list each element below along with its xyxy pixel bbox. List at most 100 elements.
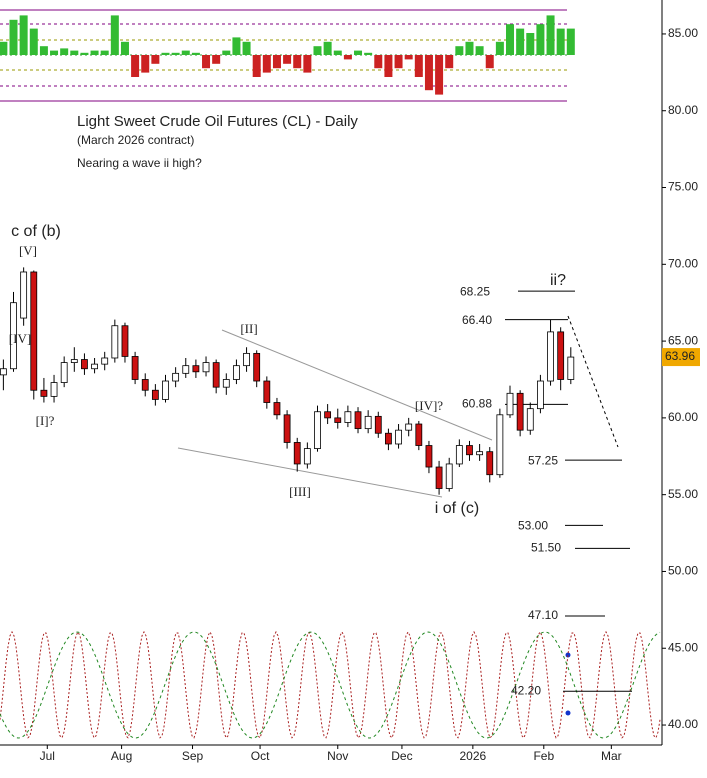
oscillator-bar bbox=[465, 41, 474, 55]
candle-body bbox=[253, 352, 261, 382]
candle-body bbox=[212, 362, 220, 388]
candle-body bbox=[334, 417, 342, 423]
level-label: 42.20 bbox=[511, 683, 541, 697]
x-tick-label: Feb bbox=[533, 749, 554, 763]
level-label: 68.25 bbox=[460, 284, 490, 298]
wave-label: [III] bbox=[289, 484, 311, 499]
candle-body bbox=[20, 271, 28, 319]
trendline bbox=[177, 447, 443, 498]
oscillator-bar bbox=[19, 15, 28, 55]
level-label: 53.00 bbox=[518, 519, 548, 533]
candle-body bbox=[141, 379, 149, 391]
chart-subtitle: (March 2026 contract) bbox=[77, 133, 194, 147]
oscillator-bar bbox=[191, 52, 200, 55]
candle-body bbox=[40, 389, 48, 397]
oscillator-bar bbox=[455, 46, 464, 55]
y-tick-label: 80.00 bbox=[668, 103, 698, 117]
oscillator-bar bbox=[536, 24, 545, 55]
chart-title: Light Sweet Crude Oil Futures (CL) - Dai… bbox=[77, 113, 358, 130]
wave-label: [I]? bbox=[36, 413, 55, 428]
oscillator-bar bbox=[110, 15, 119, 55]
oscillator-bar bbox=[516, 28, 525, 55]
oscillator-bar bbox=[556, 28, 565, 55]
oscillator-bar bbox=[506, 24, 515, 55]
candle-body bbox=[0, 368, 7, 376]
x-tick-label: Dec bbox=[391, 749, 412, 763]
x-tick-label: Nov bbox=[327, 749, 348, 763]
oscillator-bar bbox=[252, 55, 261, 77]
x-tick-label: 2026 bbox=[460, 749, 487, 763]
oscillator-bar bbox=[242, 41, 251, 55]
oscillator-bar bbox=[384, 55, 393, 77]
oscillator-bar bbox=[424, 55, 433, 91]
oscillator-bar bbox=[323, 41, 332, 55]
candle-body bbox=[293, 442, 301, 465]
candle-body bbox=[60, 362, 68, 383]
cycle-wave bbox=[0, 631, 661, 739]
level-label: 47.10 bbox=[528, 608, 558, 622]
oscillator-frame bbox=[0, 9, 567, 102]
candle-body bbox=[233, 365, 240, 380]
oscillator-bar bbox=[171, 52, 180, 55]
y-tick-label: 75.00 bbox=[668, 180, 698, 194]
wave-label: ii? bbox=[550, 272, 566, 289]
cycle-dot bbox=[565, 652, 571, 658]
trendline bbox=[221, 329, 493, 441]
oscillator-bar bbox=[394, 55, 403, 69]
oscillator-bar bbox=[80, 52, 89, 55]
wave-label: i of (c) bbox=[435, 500, 479, 517]
chart-annotation: Nearing a wave ii high? bbox=[77, 156, 202, 170]
y-tick-label: 85.00 bbox=[668, 26, 698, 40]
last-price-box bbox=[662, 348, 700, 367]
x-tick-label: Sep bbox=[182, 749, 204, 763]
candle-body bbox=[111, 325, 119, 359]
candle-body bbox=[354, 411, 362, 430]
oscillator-bar bbox=[343, 55, 352, 60]
oscillator-bar bbox=[303, 55, 312, 73]
candle-body bbox=[466, 445, 473, 456]
y-tick-label: 50.00 bbox=[668, 564, 698, 578]
candle-body bbox=[415, 423, 423, 446]
projection-line bbox=[567, 315, 619, 448]
oscillator-bar bbox=[9, 19, 18, 55]
candle-body bbox=[537, 380, 544, 410]
candle-body bbox=[91, 363, 98, 370]
candle-body bbox=[131, 356, 139, 380]
candle-body bbox=[557, 331, 565, 380]
oscillator-bar bbox=[414, 55, 423, 77]
oscillator-bar bbox=[39, 46, 48, 55]
last-price-label: 63.96 bbox=[665, 349, 695, 363]
level-label: 66.40 bbox=[462, 313, 492, 327]
oscillator-bar bbox=[161, 52, 170, 55]
oscillator-bar bbox=[181, 50, 190, 55]
level-label: 51.50 bbox=[531, 541, 561, 555]
oscillator-bar bbox=[566, 28, 575, 55]
candle-body bbox=[425, 445, 433, 468]
candle-body bbox=[476, 451, 484, 456]
candle-body bbox=[496, 414, 504, 476]
candle-body bbox=[567, 356, 575, 380]
y-tick-label: 70.00 bbox=[668, 256, 698, 270]
candle-body bbox=[151, 389, 159, 400]
candle-body bbox=[182, 365, 190, 374]
candle-body bbox=[10, 302, 17, 370]
oscillator-bar bbox=[50, 50, 59, 55]
candle-body bbox=[526, 408, 534, 431]
oscillator-bar bbox=[272, 55, 281, 69]
x-tick-label: Mar bbox=[601, 749, 622, 763]
wave-label: [V] bbox=[19, 243, 37, 258]
oscillator-bar bbox=[495, 41, 504, 55]
candle-body bbox=[455, 445, 463, 465]
oscillator-bar bbox=[262, 55, 271, 73]
oscillator-bar bbox=[333, 50, 342, 55]
wave-label: [II] bbox=[240, 321, 257, 336]
oscillator-bar bbox=[120, 41, 129, 55]
oscillator-bar bbox=[29, 28, 38, 55]
oscillator-bar bbox=[212, 55, 221, 64]
oscillator-bar bbox=[354, 50, 363, 55]
oscillator-bar bbox=[222, 50, 231, 55]
oscillator-bar bbox=[475, 46, 484, 55]
candle-body bbox=[405, 423, 413, 431]
oscillator-bar bbox=[485, 55, 494, 69]
